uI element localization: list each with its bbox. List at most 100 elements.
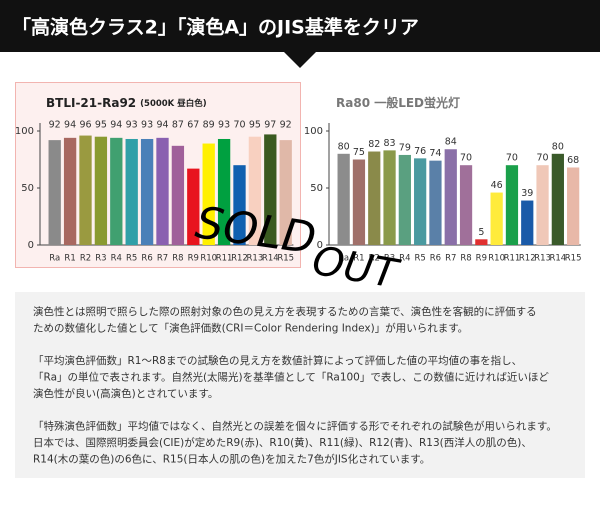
description-box	[15, 292, 585, 478]
x-tick-label: R3	[95, 254, 106, 264]
x-tick-label: R6	[430, 254, 441, 264]
data-label: 80	[552, 141, 564, 152]
x-tick-label: R12	[519, 254, 536, 264]
x-tick-label: R12	[231, 254, 248, 264]
x-tick-label: R9	[188, 254, 199, 264]
data-label: 67	[187, 120, 199, 131]
data-label: 87	[172, 120, 184, 131]
header-bar	[0, 0, 600, 52]
x-tick-label: R7	[157, 254, 168, 264]
description-line: R14(木の葉の色)の6色に、R15(日本人の肌の色)を加えた7色がJIS化され…	[33, 453, 430, 466]
bar	[337, 153, 350, 245]
data-label: 92	[49, 120, 61, 131]
data-label: 68	[567, 155, 579, 166]
x-tick-label: R5	[414, 254, 425, 264]
data-label: 82	[368, 139, 380, 150]
data-label: 70	[233, 120, 245, 131]
x-tick-label: R2	[80, 254, 91, 264]
description-line: 演色性が良い(高演色)とされています。	[33, 387, 218, 400]
y-tick-label: 50	[310, 183, 323, 194]
bar	[233, 165, 246, 245]
x-tick-label: R2	[369, 254, 380, 264]
description-line: 演色性とは照明で照らした際の照射対象の色の見え方を表現するための言葉で、演色性を…	[33, 305, 537, 318]
x-tick-label: R14	[549, 254, 566, 264]
bar	[217, 138, 231, 245]
y-tick-label: 50	[21, 183, 34, 194]
y-tick-label: 0	[317, 240, 323, 251]
data-label: 89	[203, 120, 215, 131]
bar	[94, 136, 108, 245]
data-label: 95	[95, 120, 107, 131]
x-tick-label: R8	[460, 254, 471, 264]
data-label: 92	[280, 120, 292, 131]
x-tick-label: R14	[262, 254, 279, 264]
x-tick-label: R11	[216, 254, 233, 264]
bar	[429, 160, 442, 245]
x-tick-label: Ra	[49, 254, 60, 264]
x-tick-label: R8	[172, 254, 183, 264]
data-label: 94	[64, 120, 76, 131]
bar	[505, 165, 519, 245]
bar	[63, 137, 77, 245]
data-label: 79	[399, 142, 411, 153]
chart-title: BTLI-21-Ra92 (5000K 昼白色)	[46, 96, 207, 110]
bar	[202, 143, 215, 245]
data-label: 75	[353, 147, 365, 158]
description-line: 「平均演色評価数」R1～R8までの試験色の見え方を数値計算によって評価した値の平…	[33, 354, 522, 367]
bar	[414, 158, 427, 245]
chart-title-text: Ra80 一般LED蛍光灯	[336, 95, 460, 110]
x-tick-label: R1	[64, 254, 75, 264]
bar	[567, 167, 580, 245]
x-tick-label: R4	[111, 254, 122, 264]
data-label: 39	[521, 188, 533, 199]
description-line: ための数値化した値として「演色評価数(CRI＝Color Rendering I…	[33, 322, 468, 335]
bar	[444, 149, 457, 245]
bar	[352, 159, 366, 245]
bar	[551, 153, 564, 245]
bar	[125, 138, 138, 245]
bar	[248, 136, 262, 245]
bar	[264, 134, 277, 245]
x-tick-label: R6	[141, 254, 152, 264]
data-label: 84	[445, 137, 457, 148]
x-tick-label: R7	[445, 254, 456, 264]
x-tick-label: R4	[399, 254, 410, 264]
y-tick-label: 100	[15, 126, 34, 137]
bar	[475, 239, 488, 245]
x-tick-label: R10	[200, 254, 217, 264]
y-tick-label: 0	[28, 240, 34, 251]
bar	[279, 140, 292, 245]
data-label: 94	[156, 120, 168, 131]
bar	[398, 154, 411, 245]
x-tick-label: Ra	[338, 254, 349, 264]
x-tick-label: R13	[247, 254, 264, 264]
data-label: 70	[537, 153, 549, 164]
chart-subtitle: (5000K 昼白色)	[140, 98, 207, 109]
x-tick-label: R1	[353, 254, 364, 264]
description-line: 「Ra」の単位で表されます。自然光(太陽光)を基準値として「Ra100」で表し、…	[33, 371, 549, 384]
data-label: 70	[460, 153, 472, 164]
data-label: 74	[429, 148, 441, 159]
bar	[383, 150, 396, 245]
x-tick-label: R15	[277, 254, 294, 264]
bar	[521, 200, 534, 245]
data-label: 95	[249, 120, 261, 131]
chart-title-text: BTLI-21-Ra92	[46, 96, 136, 110]
bar	[490, 192, 503, 245]
chart-title: Ra80 一般LED蛍光灯	[336, 95, 460, 110]
sold-out-stamp: OUT	[309, 238, 404, 299]
bar	[536, 165, 549, 245]
header-pointer	[284, 52, 316, 68]
data-label: 94	[110, 120, 122, 131]
header-title: 「高演色クラス2」「演色A」のJIS基準をクリア	[12, 16, 419, 39]
y-tick-label: 100	[304, 126, 323, 137]
data-label: 76	[414, 146, 426, 157]
data-label: 80	[338, 141, 350, 152]
x-tick-label: R15	[565, 254, 582, 264]
data-label: 96	[79, 120, 91, 131]
bar	[368, 151, 381, 245]
description-line: 日本では、国際照明委員会(CIE)が定めたR9(赤)、R10(黄)、R11(緑)…	[33, 436, 532, 449]
x-tick-label: R10	[488, 254, 505, 264]
x-tick-label: R13	[534, 254, 551, 264]
